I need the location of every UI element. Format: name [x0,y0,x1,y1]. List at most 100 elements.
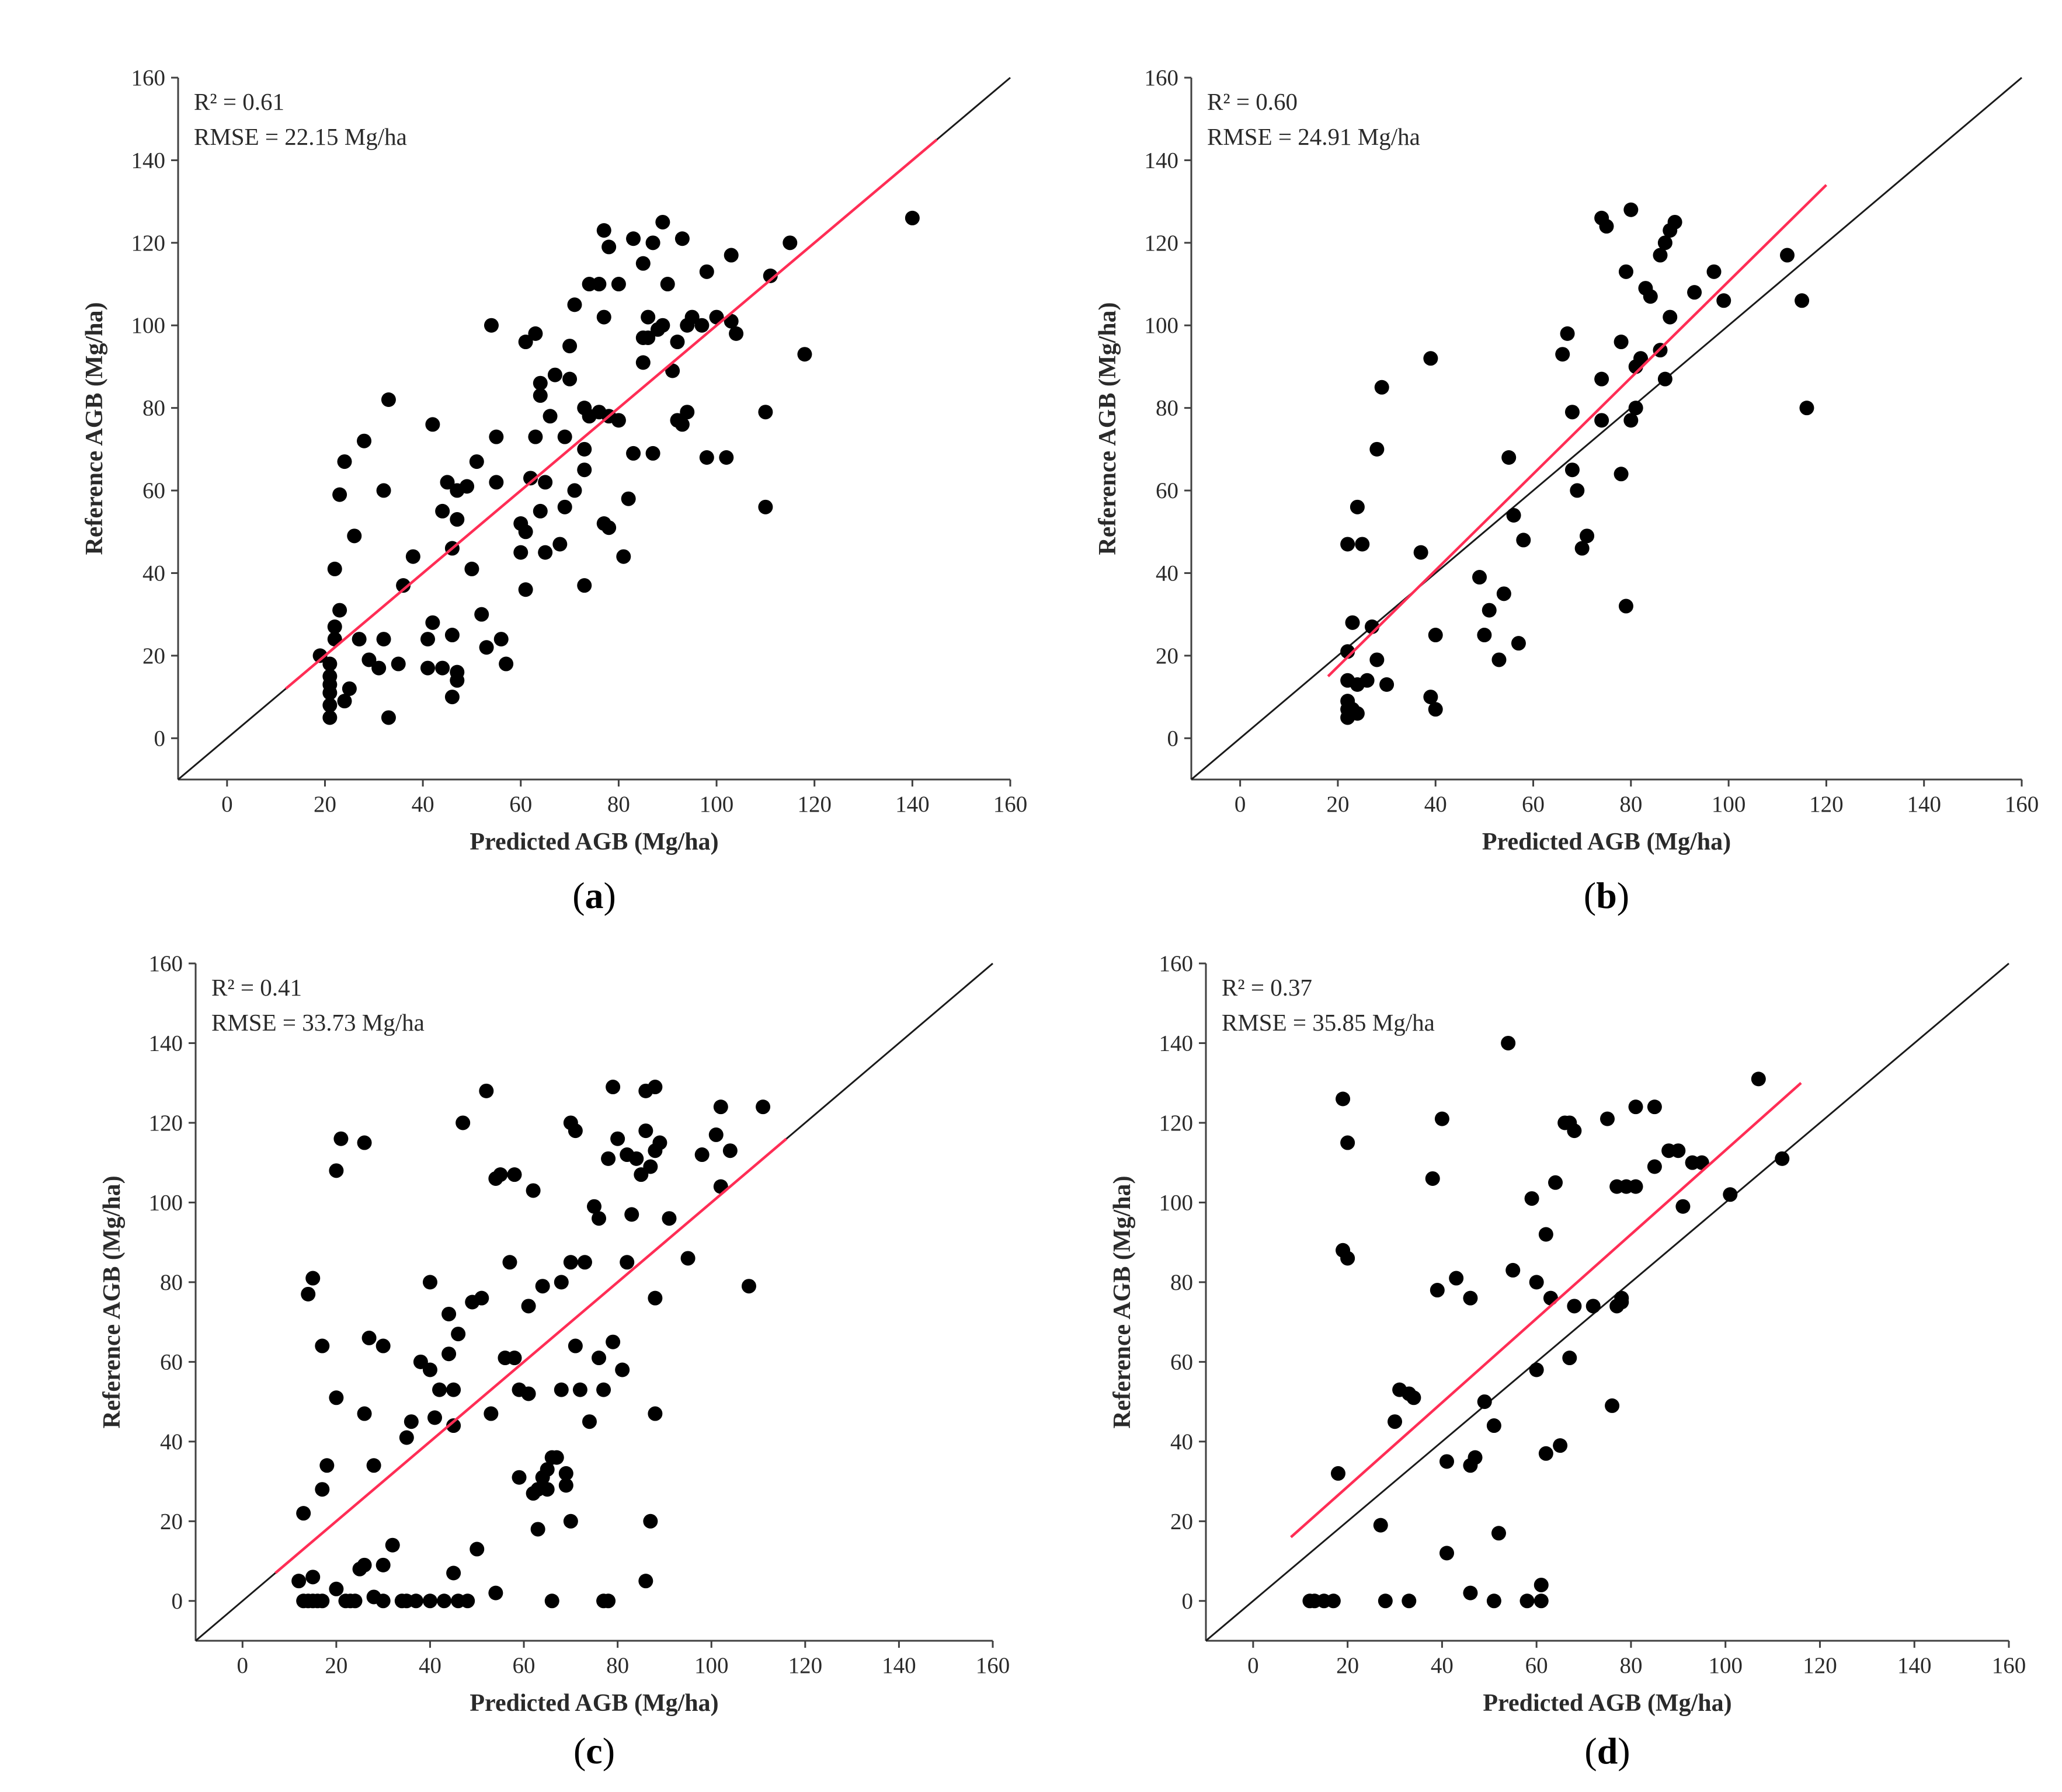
x-tick-label: 0 [1247,1653,1259,1678]
x-tick-label: 140 [895,792,930,817]
data-point [562,371,578,387]
data-point [1350,706,1365,721]
r-squared-label: R² = 0.37 [1222,974,1312,1001]
data-point [557,429,572,444]
data-point [361,652,377,667]
data-point [1628,401,1643,416]
data-point [1779,248,1795,263]
data-point [332,603,347,618]
data-point [1439,1454,1454,1469]
data-point [756,1099,771,1115]
data-point [333,1131,349,1146]
data-point [1553,1438,1568,1453]
x-tick-label: 20 [1326,792,1349,817]
data-point [1345,615,1360,630]
data-point [405,549,420,564]
data-point [1369,652,1385,667]
data-point [1657,371,1672,387]
r-squared-label: R² = 0.61 [194,88,284,115]
y-tick-label: 40 [1156,561,1178,586]
data-point [1463,1585,1478,1600]
data-point [1529,1275,1544,1290]
data-point [568,1338,583,1353]
data-point [523,471,538,486]
data-point [645,446,660,461]
data-point [322,656,338,671]
data-point [312,648,328,663]
data-point [1647,1099,1662,1115]
y-tick-label: 0 [154,726,166,751]
data-point [361,1330,377,1345]
data-point [375,1557,391,1572]
data-point [1534,1577,1549,1592]
data-point [425,615,440,630]
y-tick-label: 120 [149,1111,183,1136]
data-point [1406,1390,1421,1405]
data-point [1647,1159,1662,1174]
data-point [680,405,695,420]
data-point [446,1382,461,1397]
y-tick-label: 40 [1170,1429,1193,1455]
data-point [1623,202,1639,217]
data-point [610,1131,625,1146]
data-point [638,1123,653,1139]
data-point [521,1386,536,1401]
data-point [479,1083,494,1098]
panel-label: (d) [1584,1730,1630,1772]
data-point [376,483,391,498]
data-point [1516,533,1531,548]
data-point [1643,289,1658,304]
x-tick-label: 160 [976,1653,1010,1678]
data-point [1580,528,1595,544]
data-point [1506,507,1521,523]
data-point [643,1513,658,1529]
data-point [577,578,592,593]
regression-line [1290,1082,1802,1539]
data-point [385,1537,400,1553]
data-point [611,413,626,428]
x-tick-label: 20 [1336,1653,1359,1678]
x-tick-label: 80 [1619,792,1642,817]
data-point [1477,1394,1492,1410]
data-point [441,1346,457,1362]
x-tick-label: 40 [412,792,434,817]
data-point [1723,1187,1738,1202]
x-tick-label: 120 [1809,792,1844,817]
y-tick-label: 120 [1145,231,1179,256]
data-point [1543,1290,1558,1306]
data-point [1570,483,1585,498]
data-point [1425,1171,1440,1186]
data-point [592,277,607,292]
data-point [540,1462,555,1477]
data-point [587,1199,601,1214]
data-point [601,239,617,255]
data-point [601,520,617,535]
data-point [568,1123,583,1139]
data-point [611,277,626,292]
x-tick-label: 160 [2005,792,2039,817]
y-tick-label: 80 [1156,396,1178,421]
y-tick-label: 80 [160,1270,183,1295]
data-point [741,1279,756,1294]
data-point [329,1390,344,1405]
data-point [606,1080,621,1095]
data-point [322,669,338,684]
data-point [641,330,656,345]
data-point [1614,1290,1629,1306]
data-point [408,1593,423,1609]
data-point [371,660,387,676]
panel-d: 0 20 40 60 80 100 120 140 160 0 20 40 60 80 100 120 140 1… [1109,951,2026,1772]
data-point [315,1593,330,1609]
data-point [694,1147,710,1163]
y-tick-label: 40 [142,561,165,586]
data-point [1671,1143,1686,1158]
data-point [1618,599,1633,614]
data-point [357,1557,372,1572]
data-point [489,475,504,490]
data-point [455,1115,471,1130]
data-point [376,632,391,647]
data-point [507,1167,522,1182]
data-point [1675,1199,1691,1214]
data-point [577,441,592,457]
